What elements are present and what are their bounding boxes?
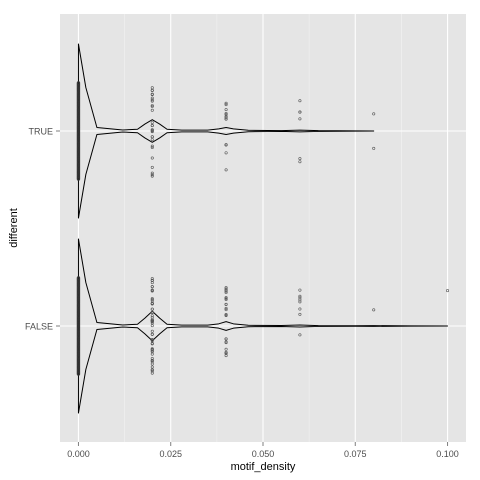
data-point	[298, 333, 302, 337]
data-point	[224, 350, 228, 354]
data-point	[372, 146, 376, 150]
data-point	[150, 301, 154, 305]
data-point	[150, 98, 154, 102]
data-point	[150, 307, 154, 311]
data-point	[76, 177, 81, 181]
data-point	[298, 298, 302, 302]
x-tick-label: 0.050	[252, 449, 275, 459]
data-point	[150, 368, 154, 372]
data-point	[150, 371, 154, 375]
data-point	[298, 312, 302, 316]
data-point	[224, 101, 228, 105]
data-point	[446, 289, 450, 293]
data-point	[150, 146, 154, 150]
data-point	[76, 372, 81, 376]
data-point	[150, 128, 154, 132]
x-tick-label: 0.025	[159, 449, 182, 459]
data-point	[224, 308, 228, 312]
data-point	[150, 96, 154, 100]
data-point	[298, 288, 302, 292]
data-point	[150, 174, 154, 178]
data-point	[224, 143, 228, 147]
data-point	[150, 173, 154, 177]
x-tick-label: 0.075	[344, 449, 367, 459]
data-point	[298, 296, 302, 300]
data-point	[224, 347, 228, 351]
y-axis-title: different	[8, 208, 20, 248]
data-point	[224, 151, 228, 155]
x-axis-title: motif_density	[231, 461, 296, 473]
data-point	[150, 297, 154, 301]
data-point	[224, 168, 228, 172]
data-point	[150, 129, 154, 133]
data-point	[298, 160, 302, 164]
data-point	[224, 351, 228, 355]
data-point	[298, 157, 302, 161]
data-point	[150, 342, 154, 346]
data-point	[150, 362, 154, 366]
data-point	[150, 285, 154, 289]
data-point	[298, 300, 302, 304]
x-tick-label: 0.000	[67, 449, 90, 459]
data-point	[224, 337, 228, 341]
violin-true	[77, 43, 375, 219]
data-point	[224, 108, 228, 112]
data-point	[150, 120, 154, 124]
data-point	[150, 321, 154, 325]
data-point	[150, 365, 154, 369]
data-point	[150, 86, 154, 90]
data-point	[224, 312, 228, 316]
data-point	[150, 347, 154, 351]
data-point	[150, 93, 154, 97]
data-point	[150, 144, 154, 148]
data-point	[298, 294, 302, 298]
data-point	[298, 307, 302, 311]
data-point	[224, 340, 228, 344]
data-point	[298, 117, 302, 121]
data-point	[150, 165, 154, 169]
data-point	[298, 99, 302, 103]
data-point	[224, 296, 228, 300]
data-point	[150, 156, 154, 160]
data-point	[224, 111, 228, 115]
data-point	[150, 278, 154, 282]
data-point	[224, 103, 228, 107]
point-layer	[76, 81, 450, 376]
data-point	[224, 115, 228, 119]
data-point	[224, 117, 228, 121]
data-point	[150, 320, 154, 324]
data-point	[150, 171, 154, 175]
data-point	[224, 306, 228, 310]
data-point	[150, 138, 154, 142]
data-point	[150, 352, 154, 356]
data-point	[224, 297, 228, 301]
y-tick-label: TRUE	[29, 127, 54, 137]
data-point	[150, 288, 154, 292]
data-point	[372, 112, 376, 116]
data-point	[150, 104, 154, 108]
data-point	[150, 337, 154, 341]
data-point	[150, 348, 154, 352]
data-point	[224, 289, 228, 293]
data-point	[150, 359, 154, 363]
data-point	[150, 311, 154, 315]
data-point	[150, 135, 154, 139]
data-point	[150, 332, 154, 336]
x-tick-label: 0.100	[436, 449, 459, 459]
data-point	[150, 314, 154, 318]
data-point	[298, 110, 302, 114]
data-point	[150, 124, 154, 128]
data-point	[150, 329, 154, 333]
data-point	[150, 277, 154, 281]
data-point	[372, 308, 376, 312]
y-tick-label: FALSE	[25, 322, 53, 332]
data-point	[224, 288, 228, 292]
data-point	[150, 108, 154, 112]
data-point	[224, 302, 228, 306]
axes-layer: 0.000 0.025 0.050 0.075 0.100 TRUE FALSE	[25, 127, 459, 460]
data-point	[150, 99, 154, 103]
